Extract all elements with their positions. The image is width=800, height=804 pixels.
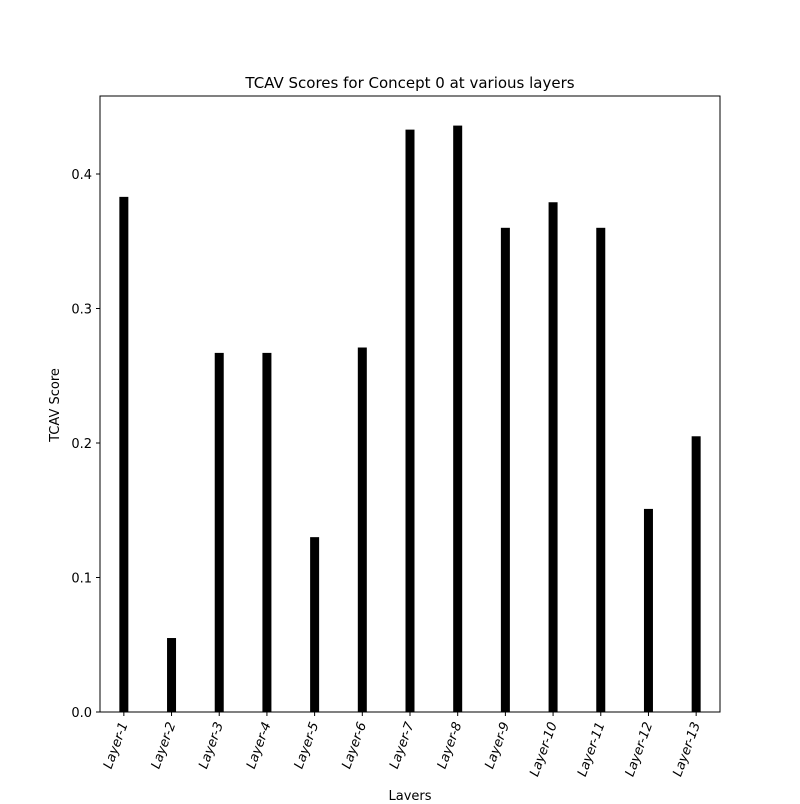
bar-layer-9 — [500, 227, 510, 712]
bar-layer-6 — [357, 347, 367, 712]
x-tick-label: Layer-8 — [435, 720, 466, 771]
y-tick-label: 0.4 — [71, 168, 92, 183]
bar-layer-10 — [548, 202, 558, 712]
x-tick-label: Layer-11 — [575, 720, 609, 778]
y-tick-label: 0.3 — [71, 303, 92, 318]
bar-layer-1 — [119, 196, 129, 712]
y-tick-label: 0.0 — [71, 706, 92, 721]
x-axis-label: Layers — [388, 789, 431, 800]
x-tick-label: Layer-12 — [623, 720, 657, 778]
bar-layer-8 — [453, 125, 463, 713]
y-tick-label: 0.1 — [71, 572, 92, 587]
y-ticks-group: 0.0 0.1 0.2 0.3 0.4 — [71, 168, 100, 721]
bar-layer-3 — [214, 352, 224, 712]
x-tick-label: Layer-10 — [527, 720, 561, 778]
bar-layer-2 — [167, 638, 177, 712]
x-ticks-group: Layer-1 Layer-2 Layer-3 Layer-4 Layer-5 Layer… — [101, 712, 704, 779]
x-tick-label: Layer-3 — [196, 720, 227, 771]
bar-layer-5 — [310, 537, 320, 712]
x-tick-label: Layer-4 — [244, 720, 275, 771]
x-tick-label: Layer-5 — [292, 720, 323, 771]
bar-layer-11 — [596, 227, 606, 712]
bar-layer-12 — [643, 508, 653, 712]
x-tick-label: Layer-9 — [482, 720, 513, 771]
x-tick-label: Layer-6 — [339, 720, 370, 771]
bar-layer-4 — [262, 352, 272, 712]
y-tick-label: 0.2 — [71, 437, 92, 452]
bars-group — [119, 125, 701, 713]
bar-layer-7 — [405, 129, 415, 712]
x-tick-label: Layer-7 — [387, 720, 418, 771]
plot-frame — [99, 95, 721, 713]
x-tick-label: Layer-1 — [101, 720, 132, 771]
chart-title: TCAV Scores for Concept 0 at various lay… — [244, 74, 574, 92]
x-tick-label: Layer-13 — [670, 720, 704, 778]
x-tick-label: Layer-2 — [149, 720, 180, 771]
bar-layer-13 — [691, 436, 701, 712]
y-axis-label: TCAV Score — [48, 368, 63, 443]
